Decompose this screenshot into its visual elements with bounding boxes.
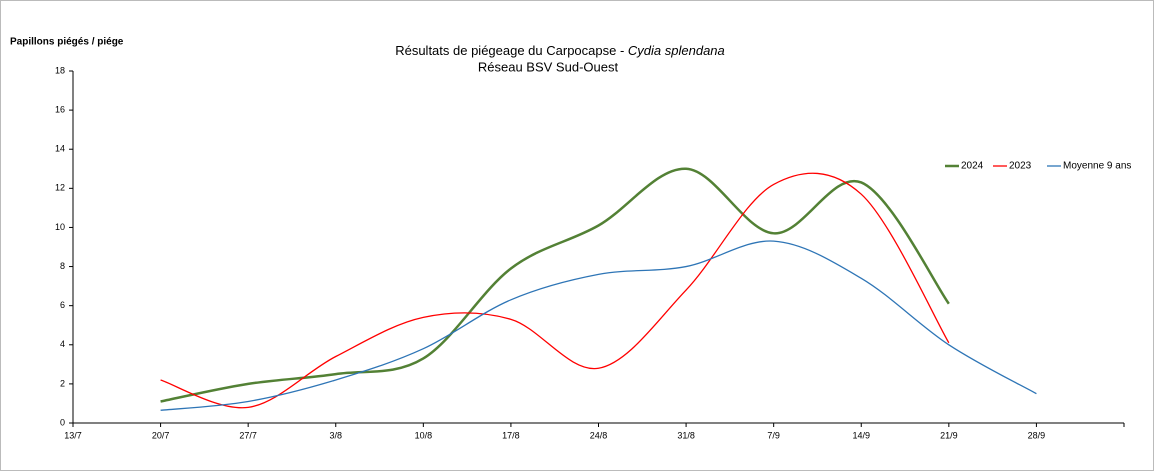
x-tick-label: 21/9 (940, 430, 958, 440)
series-line (160, 240, 1037, 411)
y-tick-label: 16 (55, 104, 65, 114)
legend-label: 2024 (961, 161, 984, 172)
x-tick-label: 24/8 (590, 430, 608, 440)
y-tick-label: 6 (60, 300, 65, 310)
title-species: Cydia splendana (628, 43, 725, 58)
y-tick-label: 0 (60, 417, 65, 427)
legend-label: Moyenne 9 ans (1063, 161, 1131, 172)
title-text: Résultats de piégeage du Carpocapse - (395, 43, 624, 58)
x-tick-label: 17/8 (502, 430, 520, 440)
y-tick-label: 8 (60, 261, 65, 271)
x-tick-label: 13/7 (64, 430, 82, 440)
chart-subtitle: Réseau BSV Sud-Ouest (478, 59, 619, 74)
y-tick-label: 4 (60, 339, 65, 349)
x-tick-label: 7/9 (767, 430, 780, 440)
y-tick-label: 2 (60, 378, 65, 388)
y-tick-label: 10 (55, 222, 65, 232)
chart-title: Résultats de piégeage du Carpocapse - Cy… (395, 43, 725, 58)
x-tick-label: 3/8 (329, 430, 342, 440)
x-tick-label: 27/7 (239, 430, 257, 440)
series-line (160, 172, 950, 409)
x-tick-label: 31/8 (677, 430, 695, 440)
legend-label: 2023 (1009, 161, 1032, 172)
x-tick-label: 10/8 (415, 430, 433, 440)
y-tick-label: 12 (55, 183, 65, 193)
y-tick-label: 14 (55, 144, 65, 154)
x-tick-label: 20/7 (152, 430, 170, 440)
y-axis-label: Papillons piégés / piége (10, 37, 124, 48)
y-tick-label: 18 (55, 65, 65, 75)
x-tick-label: 28/9 (1028, 430, 1046, 440)
x-tick-label: 14/9 (852, 430, 870, 440)
series-line (160, 167, 950, 403)
